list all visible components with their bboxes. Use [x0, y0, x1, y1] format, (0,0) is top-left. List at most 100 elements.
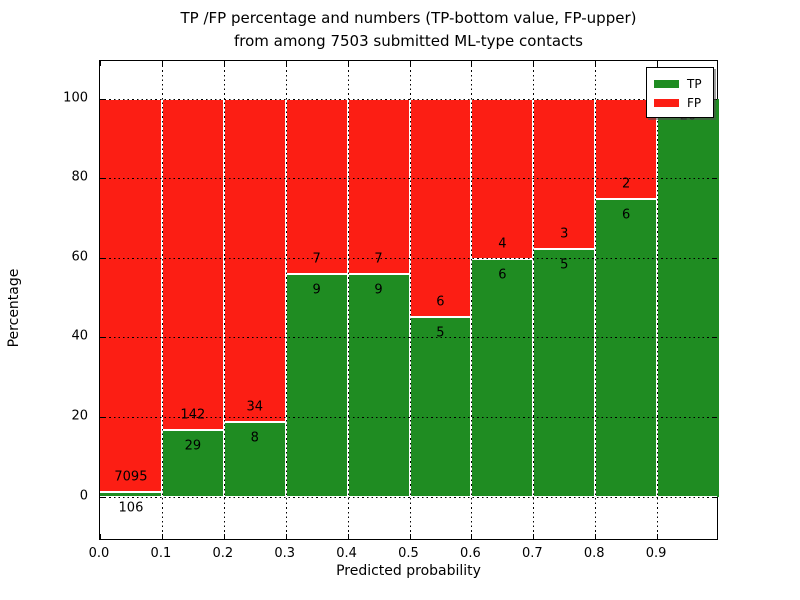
tp-bar-segment	[471, 257, 534, 497]
y-tick-mark	[712, 496, 717, 498]
fp-count-label: 7095	[114, 469, 148, 485]
x-tick-mark	[161, 61, 163, 66]
tp-bar-segment	[595, 198, 658, 497]
legend-row: TP	[654, 74, 706, 93]
chart-title-line2: from among 7503 submitted ML-type contac…	[234, 32, 583, 50]
y-tick-mark	[712, 337, 717, 339]
v-gridline	[347, 61, 349, 539]
y-tick-label: 60	[71, 249, 88, 265]
fp-bar-segment	[285, 98, 348, 273]
tp-count-label: 29	[184, 438, 202, 454]
tp-count-label: 5	[560, 257, 569, 273]
y-tick-mark	[100, 257, 105, 259]
fp-count-label: 6	[436, 294, 445, 310]
fp-bar-segment	[533, 98, 596, 248]
x-tick-mark	[595, 61, 597, 66]
tp-bar-segment	[223, 420, 286, 497]
x-tick-label: 0.1	[150, 546, 172, 561]
x-tick-mark	[347, 534, 349, 539]
x-tick-label: 0.0	[88, 546, 110, 561]
fp-legend-swatch	[654, 98, 679, 107]
fp-count-label: 2	[622, 176, 631, 192]
tp-bar-segment	[409, 315, 472, 497]
fp-count-label: 7	[312, 251, 321, 267]
y-tick-mark	[712, 98, 717, 100]
fp-count-label: 7	[374, 251, 383, 267]
v-gridline	[657, 61, 659, 539]
h-gridline	[100, 98, 717, 100]
x-tick-mark	[595, 534, 597, 539]
chart-title: TP /FP percentage and numbers (TP-bottom…	[99, 7, 718, 53]
y-tick-mark	[100, 98, 105, 100]
chart-title-line1: TP /FP percentage and numbers (TP-bottom…	[180, 9, 637, 27]
y-tick-label: 20	[71, 408, 88, 424]
x-tick-label: 0.4	[336, 546, 357, 561]
tp-count-label: 106	[118, 500, 144, 516]
x-tick-label: 0.7	[521, 546, 543, 561]
y-tick-mark	[712, 416, 717, 418]
h-gridline	[100, 337, 717, 339]
y-tick-label: 40	[71, 328, 88, 344]
y-axis-label: Percentage	[6, 268, 22, 348]
y-tick-label: 0	[79, 488, 88, 503]
x-tick-label: 0.8	[583, 546, 605, 561]
tp-count-label: 6	[622, 207, 631, 223]
x-tick-mark	[409, 534, 411, 539]
x-tick-mark	[533, 61, 535, 66]
y-tick-mark	[100, 496, 105, 498]
x-tick-label: 0.3	[274, 546, 296, 561]
tp-bar-segment	[347, 272, 410, 497]
fp-count-label: 142	[180, 407, 206, 423]
tp-bar-segment	[285, 272, 348, 497]
fp-bar-segment	[347, 98, 410, 273]
x-tick-mark	[100, 534, 101, 539]
x-tick-mark	[533, 534, 535, 539]
tp-count-label: 8	[250, 430, 259, 446]
tp-bar-segment	[657, 98, 719, 497]
fp-count-label: 4	[498, 236, 507, 252]
y-tick-mark	[712, 178, 717, 180]
x-tick-mark	[100, 61, 101, 66]
x-tick-mark	[285, 61, 287, 66]
x-tick-mark	[223, 534, 225, 539]
v-gridline	[533, 61, 535, 539]
x-tick-mark	[471, 534, 473, 539]
v-gridline	[595, 61, 597, 539]
x-tick-mark	[471, 61, 473, 66]
legend-label: FP	[687, 95, 702, 110]
x-tick-mark	[285, 534, 287, 539]
tp-legend-swatch	[654, 79, 679, 88]
x-axis-label: Predicted probability	[336, 563, 481, 579]
tp-bar-segment	[161, 428, 224, 497]
fp-bar-segment	[100, 98, 162, 491]
x-tick-mark	[223, 61, 225, 66]
h-gridline	[100, 178, 717, 180]
y-tick-mark	[712, 257, 717, 259]
x-tick-label: 0.2	[212, 546, 234, 561]
x-tick-mark	[657, 534, 659, 539]
fp-count-label: 3	[560, 226, 569, 242]
x-tick-label: 0.6	[460, 546, 481, 561]
x-tick-mark	[657, 61, 659, 66]
y-tick-mark	[100, 178, 105, 180]
legend-label: TP	[687, 76, 702, 91]
v-gridline	[223, 61, 225, 539]
v-gridline	[409, 61, 411, 539]
tp-count-label: 9	[374, 282, 383, 298]
fp-bar-segment	[161, 98, 224, 429]
v-gridline	[285, 61, 287, 539]
h-gridline	[100, 257, 717, 259]
tp-count-label: 5	[436, 325, 445, 341]
tp-bar-segment	[533, 247, 596, 497]
x-tick-label: 0.9	[645, 546, 667, 561]
x-tick-mark	[347, 61, 349, 66]
y-tick-label: 100	[63, 90, 88, 105]
h-gridline	[100, 416, 717, 418]
v-gridline	[161, 61, 163, 539]
x-tick-mark	[161, 534, 163, 539]
x-tick-label: 0.5	[398, 546, 419, 561]
fp-bar-segment	[223, 98, 286, 421]
h-gridline	[100, 496, 717, 498]
